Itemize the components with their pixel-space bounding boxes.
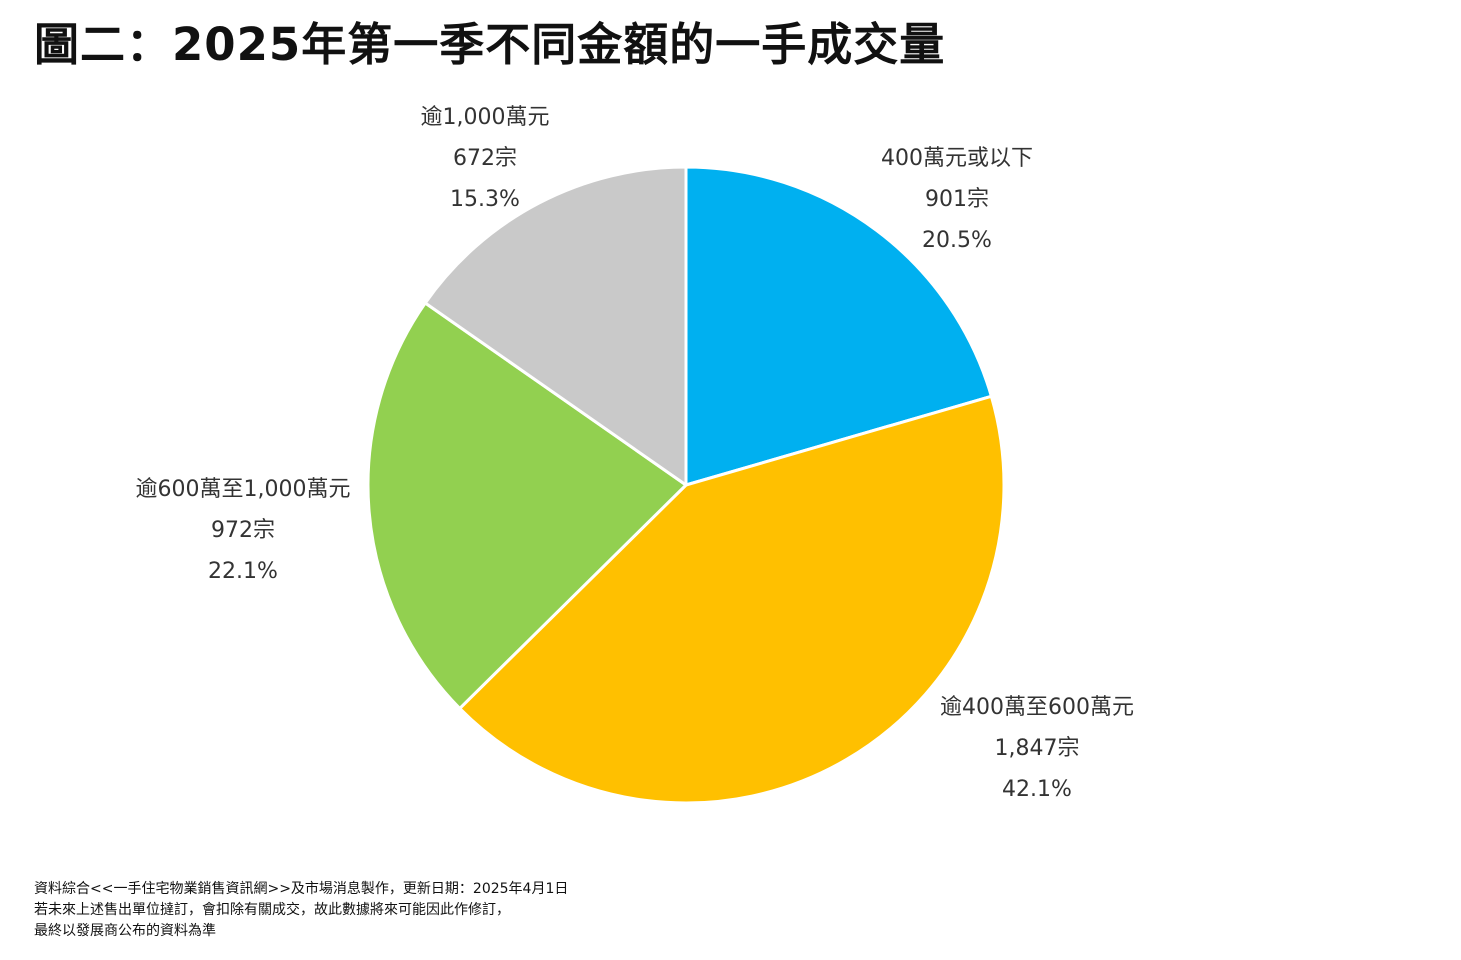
pie-slice-1: [458, 394, 1006, 805]
footnote-line-1: 資料綜合<<一手住宅物業銷售資訊網>>及市場消息製作，更新日期：2025年4月1…: [34, 881, 569, 897]
slice-name: 逾400萬至600萬元: [940, 695, 1134, 720]
footnote-line-2: 若未來上述售出單位撻訂，會扣除有關成交，故此數據將來可能因此作修訂，: [34, 902, 510, 918]
slice-count: 672宗: [452, 146, 517, 171]
slice-label-400-to-600: 逾400萬至600萬元 1,847宗 42.1%: [940, 687, 1134, 810]
slice-percent: 22.1%: [208, 559, 278, 584]
pie-slice-0: [684, 165, 993, 487]
slice-label-over-1000: 逾1,000萬元 672宗 15.3%: [421, 97, 550, 220]
slice-count: 972宗: [210, 518, 275, 543]
slice-percent: 20.5%: [922, 228, 992, 253]
slice-name: 逾600萬至1,000萬元: [135, 477, 351, 502]
pie-slice-3: [423, 165, 688, 487]
slice-label-400-or-below: 400萬元或以下 901宗 20.5%: [881, 138, 1033, 261]
slice-count: 1,847宗: [994, 736, 1080, 761]
slice-name: 逾1,000萬元: [420, 105, 550, 130]
slice-count: 901宗: [925, 187, 989, 212]
source-footnote: 資料綜合<<一手住宅物業銷售資訊網>>及市場消息製作，更新日期：2025年4月1…: [34, 879, 568, 942]
slice-percent: 42.1%: [1002, 777, 1072, 802]
pie-slice-2: [366, 301, 688, 710]
chart-title: 圖二：2025年第一季不同金額的一手成交量: [34, 18, 946, 71]
slice-label-600-to-1000: 逾600萬至1,000萬元 972宗 22.1%: [136, 469, 351, 592]
footnote-line-3: 最終以發展商公布的資料為準: [34, 923, 216, 939]
slice-percent: 15.3%: [450, 187, 520, 212]
slice-name: 400萬元或以下: [881, 146, 1033, 171]
